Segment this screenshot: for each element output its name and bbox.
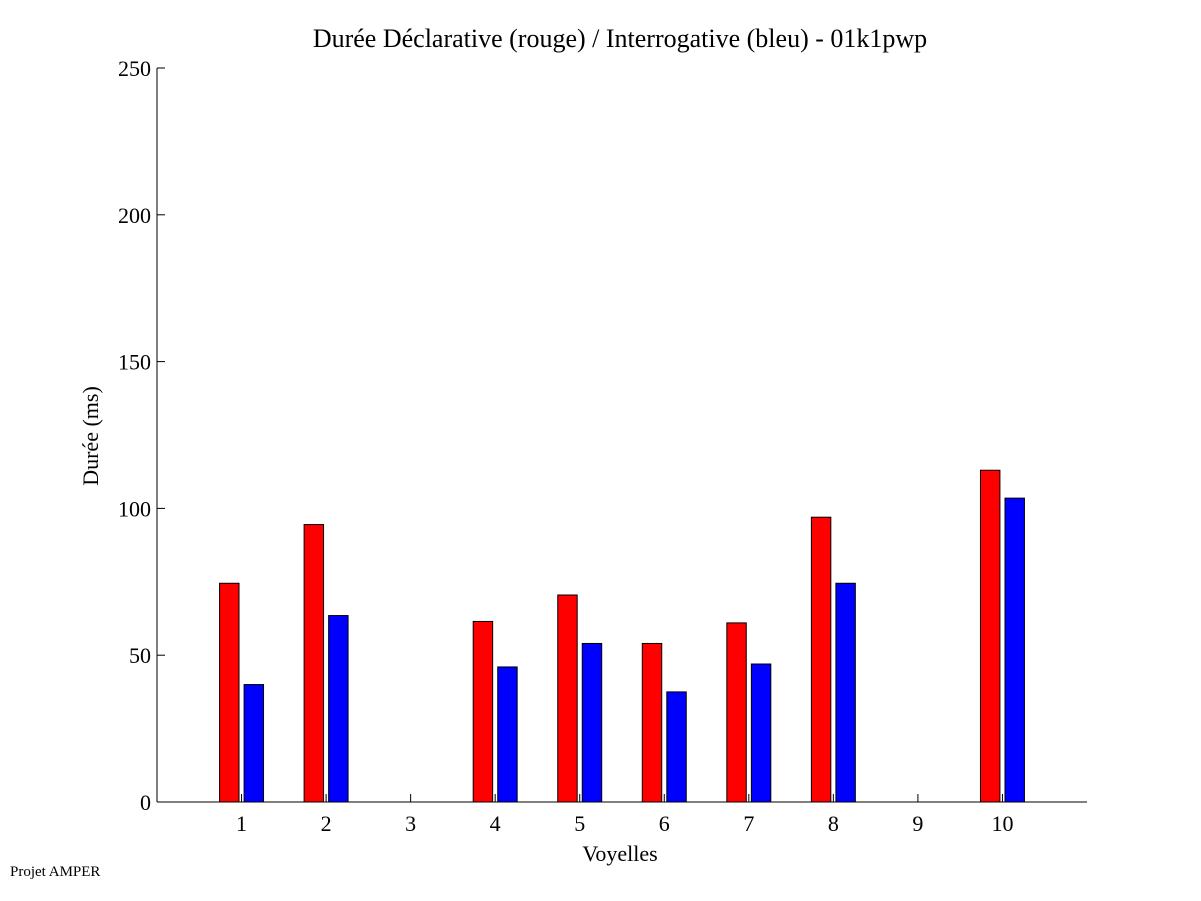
y-tick-label: 250 <box>118 56 151 81</box>
x-tick-label: 6 <box>659 811 670 836</box>
bar-interrogative <box>750 663 772 803</box>
bar-declarative <box>303 524 325 803</box>
x-tick-label: 8 <box>828 811 839 836</box>
x-tick-label: 4 <box>490 811 501 836</box>
y-tick-label: 50 <box>129 643 151 668</box>
y-tick-label: 150 <box>118 350 151 375</box>
x-tick-label: 1 <box>236 811 247 836</box>
bar-declarative <box>557 594 578 803</box>
bar-interrogative <box>497 666 518 803</box>
bar-interrogative <box>666 691 687 803</box>
x-tick-label: 9 <box>912 811 923 836</box>
bar-declarative <box>219 582 240 803</box>
x-tick-label: 3 <box>405 811 416 836</box>
axes: 0 50 100 150 200 250 1 2 3 4 5 6 7 8 9 10 <box>118 56 1087 836</box>
y-tick-label: 100 <box>118 496 151 521</box>
chart-title: Durée Déclarative (rouge) / Interrogativ… <box>313 24 927 53</box>
x-tick-label: 10 <box>991 811 1013 836</box>
bar-interrogative <box>1004 497 1025 803</box>
bar-declarative <box>726 622 747 803</box>
bar-interrogative <box>328 615 349 803</box>
bar-declarative <box>641 642 663 803</box>
x-tick-label: 5 <box>574 811 585 836</box>
bar-interrogative <box>835 582 856 803</box>
y-tick-label: 200 <box>118 203 151 228</box>
y-axis-label: Durée (ms) <box>78 386 103 486</box>
bar-interrogative <box>243 684 265 803</box>
y-tick-label: 0 <box>140 790 151 815</box>
bars <box>219 469 1025 803</box>
footer-note: Projet AMPER <box>10 864 101 880</box>
bar-declarative <box>810 516 832 803</box>
x-tick-label: 2 <box>321 811 332 836</box>
bar-declarative <box>979 469 1001 803</box>
x-axis-label: Voyelles <box>582 841 657 866</box>
bar-declarative <box>472 620 494 803</box>
x-tick-label: 7 <box>743 811 754 836</box>
bar-interrogative <box>581 642 603 803</box>
